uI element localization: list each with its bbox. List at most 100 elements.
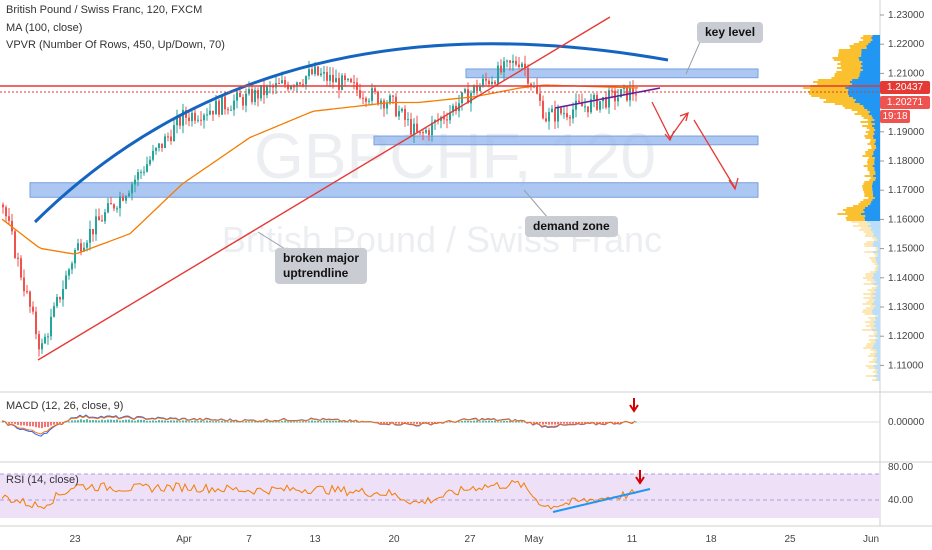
vpvr-profile: [803, 35, 880, 381]
broken-uptrend-line1: broken major: [283, 251, 360, 265]
macd-tick-label: 0.00000: [888, 417, 925, 428]
candle-body: [473, 85, 475, 93]
vpvr-bar-down: [875, 377, 879, 379]
vpvr-bar-down: [809, 89, 849, 91]
vpvr-bar-down: [863, 191, 873, 193]
macd-histogram-bar: [323, 420, 325, 423]
macd-histogram-bar: [599, 422, 601, 424]
vpvr-bar-up: [872, 313, 880, 315]
candle-body: [50, 316, 52, 337]
macd-histogram-bar: [560, 422, 562, 424]
vpvr-bar-up: [875, 305, 880, 307]
vpvr-bar-down: [868, 197, 875, 199]
candle-body: [38, 334, 40, 350]
vpvr-bar-up: [864, 217, 880, 219]
vpvr-bar-up: [860, 67, 880, 69]
ma-legend[interactable]: MA (100, close): [6, 22, 83, 34]
macd-histogram-bar: [248, 421, 250, 423]
vpvr-bar-down: [860, 121, 872, 123]
candle-body: [161, 143, 163, 148]
candle-body: [152, 150, 154, 160]
vpvr-bar-up: [872, 35, 880, 37]
candle-body: [125, 196, 127, 201]
macd-histogram-bar: [422, 422, 424, 424]
macd-histogram-bar: [59, 422, 61, 424]
candle-body: [233, 100, 235, 110]
vpvr-bar-down: [863, 293, 873, 295]
vpvr-bar-up: [873, 325, 880, 327]
vpvr-bar-up: [874, 367, 880, 369]
vpvr-bar-up: [872, 195, 880, 197]
vpvr-bar-up: [877, 285, 880, 287]
vpvr-bar-down: [838, 51, 862, 53]
candle-body: [368, 100, 370, 102]
vpvr-bar-up: [876, 237, 880, 239]
vpvr-legend[interactable]: VPVR (Number Of Rows, 450, Up/Down, 70): [6, 39, 225, 51]
candle-body: [146, 164, 148, 172]
vpvr-bar-up: [869, 111, 880, 113]
vpvr-bar-up: [872, 135, 880, 137]
vpvr-bar-up: [872, 297, 880, 299]
vpvr-bar-down: [863, 283, 873, 285]
vpvr-bar-up: [873, 365, 880, 367]
vpvr-bar-down: [870, 319, 876, 321]
candle-body: [545, 118, 547, 122]
vpvr-bar-up: [864, 211, 880, 213]
vpvr-bar-up: [849, 81, 880, 83]
candle-body: [53, 306, 55, 317]
macd-histogram-bar: [47, 422, 49, 427]
vpvr-bar-up: [859, 73, 880, 75]
candle-body: [95, 216, 97, 235]
macd-histogram-bar: [140, 419, 142, 423]
candle-body: [572, 109, 574, 119]
macd-histogram-bar: [299, 421, 301, 423]
candle-body: [299, 82, 301, 85]
candle-body: [68, 269, 70, 276]
vpvr-bar-down: [862, 185, 873, 187]
vpvr-bar-up: [875, 257, 880, 259]
candle-body: [635, 94, 637, 96]
macd-histogram-bar: [32, 422, 34, 427]
macd-legend[interactable]: MACD (12, 26, close, 9): [6, 400, 124, 412]
candle-body: [83, 247, 85, 252]
rsi-down-arrow-icon: [635, 470, 645, 485]
broken-uptrend-callout: broken major uptrendline: [275, 248, 368, 284]
macd-histogram-bar: [188, 421, 190, 423]
vpvr-bar-down: [868, 361, 875, 363]
vpvr-bar-down: [834, 73, 860, 75]
vpvr-bar-up: [872, 189, 880, 191]
vpvr-bar-up: [873, 321, 880, 323]
vpvr-bar-down: [869, 173, 876, 175]
vpvr-bar-up: [878, 377, 880, 379]
vpvr-bar-up: [876, 147, 880, 149]
candle-body: [227, 109, 229, 111]
vpvr-bar-down: [834, 103, 860, 105]
macd-histogram-bar: [104, 420, 106, 423]
macd-histogram-bar: [176, 420, 178, 423]
vpvr-bar-down: [838, 49, 862, 51]
vpvr-bar-down: [867, 167, 875, 169]
macd-histogram-bar: [236, 421, 238, 423]
vpvr-bar-up: [877, 253, 880, 255]
vpvr-bar-down: [859, 229, 871, 231]
macd-histogram-bar: [56, 422, 58, 424]
vpvr-bar-up: [868, 43, 880, 45]
vpvr-bar-down: [872, 371, 877, 373]
vpvr-bar-down: [863, 199, 873, 201]
candle-body: [410, 119, 412, 135]
vpvr-bar-down: [851, 109, 868, 111]
macd-histogram-bar: [113, 419, 115, 423]
candle-body: [101, 220, 103, 222]
macd-histogram-bar: [92, 420, 94, 423]
candle-body: [47, 336, 49, 338]
candle-body: [530, 83, 532, 87]
vpvr-bar-down: [857, 111, 870, 113]
vpvr-bar-down: [847, 215, 866, 217]
price-tick-label: 1.19000: [888, 127, 925, 138]
vpvr-bar-down: [875, 285, 878, 287]
vpvr-bar-down: [873, 357, 878, 359]
vpvr-bar-up: [854, 101, 880, 103]
rsi-legend[interactable]: RSI (14, close): [6, 474, 79, 486]
vpvr-bar-down: [842, 209, 864, 211]
